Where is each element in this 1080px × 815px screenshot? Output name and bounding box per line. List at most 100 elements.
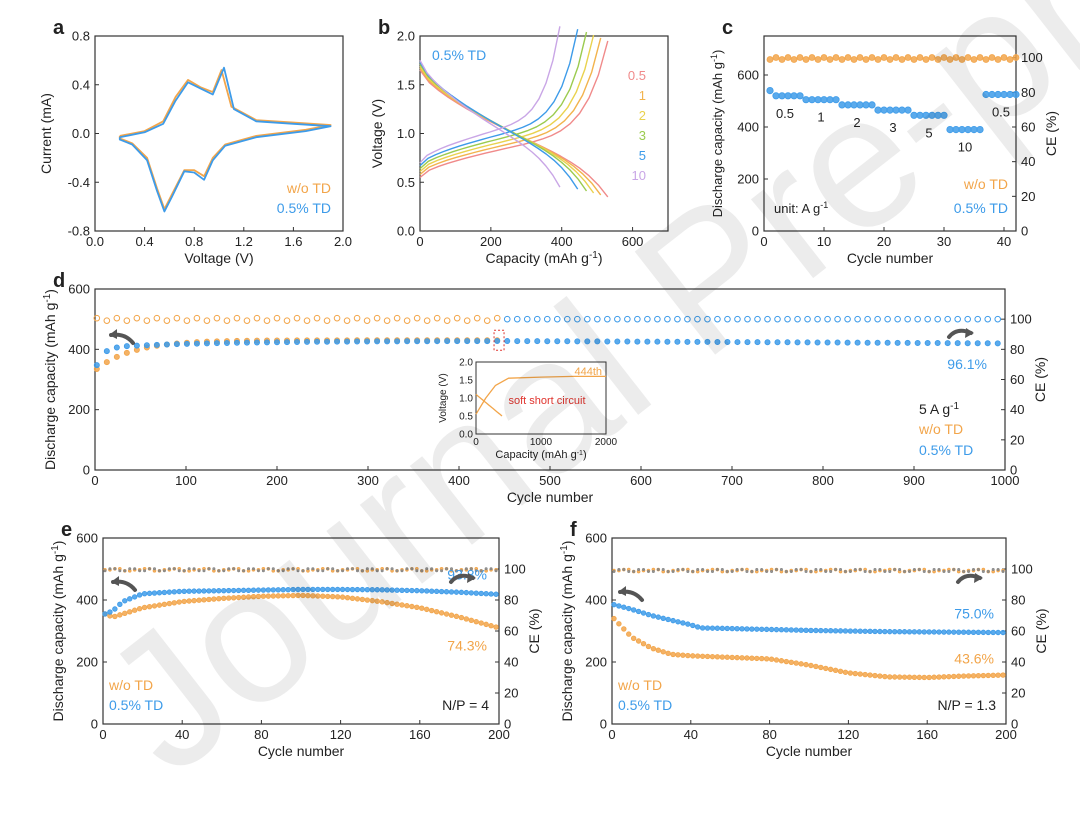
- capacity-point: [946, 126, 954, 134]
- ce-point-wo: [103, 317, 111, 324]
- capacity-point: [315, 586, 321, 593]
- capacity-point: [123, 343, 130, 350]
- y2-tick-label: 80: [1021, 85, 1035, 100]
- inset-x-tick-label: 1000: [530, 437, 553, 448]
- ce-point: [474, 569, 478, 573]
- ce-point: [316, 569, 320, 573]
- capacity-point: [448, 589, 455, 595]
- capacity-point-wo: [946, 673, 952, 680]
- capacity-point: [438, 588, 445, 595]
- capacity-point: [872, 628, 878, 635]
- capacity-point: [834, 339, 841, 346]
- ce-point: [778, 56, 786, 63]
- capacity-point: [970, 629, 977, 635]
- ce-point: [489, 567, 493, 571]
- ce-point: [202, 569, 206, 573]
- capacity-point: [424, 338, 431, 345]
- ce-point-wo: [153, 314, 161, 322]
- capacity-point: [744, 626, 750, 632]
- capacity-point: [211, 588, 217, 594]
- x-tick-label: 800: [812, 473, 834, 488]
- capacity-point-wo: [364, 597, 371, 603]
- ce-point: [928, 54, 936, 61]
- capacity-point: [931, 629, 937, 635]
- capacity-point: [970, 126, 978, 134]
- ce-point: [664, 315, 671, 323]
- legend-item: 0.5% TD: [109, 697, 163, 713]
- ce-point: [624, 315, 631, 323]
- x-tick-label: 700: [721, 473, 743, 488]
- ce-point-wo: [413, 314, 421, 322]
- ce-point: [874, 315, 881, 323]
- inset-y-tick-label: 0.5: [459, 412, 473, 423]
- capacity-point-wo: [463, 616, 470, 622]
- ce-point: [784, 54, 792, 61]
- ce-point: [774, 315, 781, 323]
- capacity-point: [334, 586, 341, 593]
- capacity-point: [419, 588, 425, 594]
- ce-point: [804, 315, 811, 323]
- capacity-point: [384, 338, 391, 345]
- inset-y-tick-label: 0.0: [459, 430, 473, 441]
- capacity-point: [714, 625, 721, 631]
- ce-point: [744, 315, 751, 323]
- ce-point: [380, 569, 384, 573]
- y2-tick-label: 40: [1011, 655, 1025, 670]
- ce-point: [513, 315, 521, 323]
- ce-point: [934, 56, 942, 63]
- capacity-point: [754, 626, 760, 632]
- capacity-point-wo: [414, 604, 420, 610]
- capacity-point: [263, 339, 270, 346]
- ce-point: [1006, 56, 1014, 63]
- capacity-point: [882, 628, 888, 635]
- capacity-point-wo: [862, 671, 868, 678]
- capacity-point: [574, 338, 581, 345]
- capacity-point: [173, 341, 180, 348]
- capacity-point-wo: [719, 654, 726, 660]
- capacity-point-wo: [778, 658, 785, 664]
- ce-point: [814, 315, 821, 323]
- ce-point: [784, 315, 791, 323]
- ce-point: [927, 570, 931, 574]
- ce-point-wo: [143, 317, 151, 324]
- capacity-point-wo: [645, 643, 652, 650]
- x-tick-label: 200: [266, 473, 288, 488]
- capacity-point: [394, 338, 401, 345]
- ce-point: [103, 569, 107, 573]
- capacity-point-wo: [975, 672, 982, 679]
- panel-e: 0 40 80 120 160 2000200400600020406080100eDis…: [50, 519, 543, 759]
- capacity-point: [826, 96, 834, 104]
- ce-point: [594, 315, 601, 323]
- y-axis-label: Discharge capacity (mAh g-1): [559, 541, 576, 722]
- ce-point: [886, 56, 894, 63]
- ce-point-wo: [183, 317, 191, 324]
- capacity-point: [690, 622, 696, 629]
- ce-point: [286, 567, 290, 571]
- capacity-point: [680, 620, 686, 626]
- capacity-point-wo: [650, 645, 657, 652]
- ce-point: [390, 567, 394, 571]
- capacity-point: [634, 338, 641, 345]
- ce-point: [964, 315, 971, 323]
- ce-point: [868, 54, 876, 61]
- y-axis-label: Discharge capacity (mAh g-1): [709, 50, 725, 218]
- ce-point: [873, 568, 877, 572]
- capacity-point-wo: [1000, 672, 1006, 678]
- discharge-curve: [419, 60, 561, 188]
- np-ratio-label: N/P = 1.3: [937, 697, 996, 713]
- capacity-point-wo: [911, 674, 918, 680]
- capacity-point: [891, 628, 898, 635]
- capacity-point-wo: [936, 674, 942, 680]
- x-tick-label: 120: [838, 727, 860, 742]
- ce-point: [970, 56, 978, 63]
- capacity-point: [951, 629, 957, 635]
- capacity-point-wo: [250, 594, 257, 600]
- panel-a: 0.0 0.4 0.8 1.2 1.6 2.0 -0.8 -0.4 0.0 0.4 0.8 a Curr…: [38, 17, 352, 266]
- legend-item: 0.5% TD: [618, 697, 672, 713]
- capacity-point-wo: [379, 599, 385, 605]
- capacity-point: [253, 339, 260, 346]
- capacity-point: [956, 629, 962, 635]
- capacity-point: [484, 338, 491, 345]
- capacity-point: [409, 587, 415, 594]
- ce-point: [952, 54, 960, 61]
